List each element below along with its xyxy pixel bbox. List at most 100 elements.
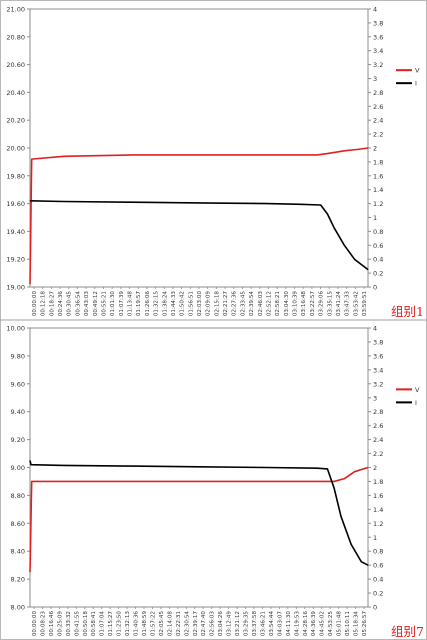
right-axis-tick-label: 2	[373, 145, 377, 153]
left-axis-tick-label: 20.20	[6, 117, 25, 125]
legend-label: V	[415, 67, 420, 75]
series-point-V	[357, 148, 359, 150]
x-axis-tick-label: 02:03:00	[197, 291, 203, 317]
x-axis-tick-label: 01:15:27	[108, 611, 114, 637]
x-axis-tick-label: 00:30:45	[67, 291, 73, 317]
right-axis-tick-label: 1.8	[373, 478, 383, 486]
x-axis-tick-label: 01:32:15	[154, 291, 160, 317]
left-axis-tick-label: 19.00	[6, 284, 25, 292]
right-axis-tick-label: 1	[373, 534, 377, 542]
x-axis-tick-label: 01:19:57	[136, 291, 142, 317]
series-point-V	[63, 155, 65, 157]
x-axis-tick-label: 01:23:50	[117, 611, 123, 637]
right-axis-tick-label: 2.6	[373, 103, 383, 111]
series-point-V	[316, 154, 318, 156]
left-axis-tick-label: 8.40	[11, 548, 25, 556]
x-axis-tick-label: 02:09:09	[206, 291, 212, 317]
series-point-V	[198, 154, 200, 156]
series-point-I	[63, 201, 65, 202]
left-axis-tick-label: 20.00	[6, 145, 25, 153]
x-axis-tick-label: 02:05:45	[159, 611, 165, 637]
left-axis-tick-label: 20.60	[6, 61, 25, 69]
series-point-I	[343, 244, 345, 246]
x-axis-tick-label: 02:52:12	[266, 291, 272, 316]
left-axis-tick-label: 19.40	[6, 228, 25, 236]
right-axis-tick-label: 0	[373, 284, 377, 292]
x-axis-tick-label: 01:07:04	[100, 611, 106, 637]
series-line-I	[29, 200, 369, 271]
left-axis-tick-label: 19.80	[6, 172, 25, 180]
x-axis-tick-label: 03:37:58	[252, 611, 258, 637]
right-axis-tick-label: 2.6	[373, 422, 383, 430]
series-point-V	[367, 147, 369, 149]
x-axis-tick-label: 03:59:51	[362, 291, 368, 317]
x-axis-tick-label: 01:56:51	[188, 291, 194, 317]
x-axis-tick-label: 01:38:24	[162, 291, 168, 317]
right-axis-tick-label: 0.6	[373, 562, 383, 570]
right-axis-tick-label: 0.4	[373, 256, 383, 264]
x-axis-tick-label: 01:01:30	[110, 291, 116, 317]
series-point-V	[131, 154, 132, 156]
legend-label: V	[415, 386, 420, 394]
plot-area	[29, 8, 369, 288]
series-point-V	[333, 481, 335, 482]
right-axis-tick-label: 1.4	[373, 186, 383, 194]
right-axis-tick-label: 3.2	[373, 61, 383, 69]
x-axis-tick-label: 00:12:18	[41, 291, 47, 317]
right-axis-tick-label: 3.6	[373, 352, 383, 360]
x-axis-tick-label: 05:01:48	[337, 611, 343, 637]
x-axis-tick-label: 03:04:30	[284, 291, 290, 317]
x-axis-tick-label: 01:40:36	[134, 611, 140, 637]
left-axis-tick-label: 19.60	[6, 200, 25, 208]
chart-1: 19.00 19.20 19.40 19.60 19.80 20.00 20.20 2 0.4 0…	[6, 6, 424, 320]
x-axis-tick-label: 05:18:34	[354, 611, 360, 637]
series-point-I	[333, 227, 335, 229]
right-axis-tick-label: 1.4	[373, 506, 383, 514]
x-axis-tick-label: 04:19:53	[294, 611, 300, 637]
x-axis-tick-label: 03:10:39	[293, 291, 299, 317]
x-axis-tick-label: 00:50:18	[83, 611, 89, 637]
series-point-I	[354, 258, 355, 260]
x-axis-tick-label: 00:36:54	[75, 291, 81, 317]
series-point-V	[354, 471, 355, 473]
left-axis-tick-label: 8.80	[11, 492, 25, 500]
x-axis-tick-label: 01:32:13	[125, 611, 131, 637]
series-point-V	[343, 478, 345, 480]
x-axis-tick-label: 00:41:55	[74, 611, 80, 637]
right-axis-tick-label: 0.8	[373, 548, 383, 556]
x-axis-tick-label: 04:11:30	[286, 611, 292, 637]
x-axis-tick-label: 03:41:24	[336, 291, 342, 317]
x-axis-tick-label: 00:25:09	[57, 611, 63, 637]
series-point-I	[266, 467, 267, 468]
x-axis-tick-label: 03:12:49	[227, 611, 233, 637]
series-point-I	[29, 460, 31, 461]
left-axis-tick-label: 19.20	[6, 256, 25, 264]
left-axis-tick-label: 9.60	[11, 380, 25, 388]
series-point-I	[340, 515, 342, 517]
x-axis-tick-label: 01:44:33	[171, 291, 177, 317]
series-point-V	[323, 481, 325, 482]
right-axis-tick-label: 1.2	[373, 520, 383, 528]
left-axis-tick-label: 8.20	[11, 576, 25, 584]
x-axis-tick-label: 00:16:46	[49, 611, 55, 637]
x-axis-tick-label: 02:30:54	[184, 611, 190, 637]
x-axis-tick-label: 03:35:15	[327, 291, 333, 317]
series-point-I	[266, 203, 267, 205]
x-axis-tick-label: 00:49:12	[93, 291, 99, 316]
right-axis-tick-label: 0.2	[373, 590, 383, 598]
x-axis-tick-label: 03:53:42	[353, 291, 359, 316]
series-point-I	[300, 203, 301, 205]
right-axis-tick-label: 3.4	[373, 47, 383, 55]
x-axis-tick-label: 02:56:03	[210, 611, 216, 637]
right-axis-tick-label: 0.6	[373, 242, 383, 250]
right-axis-tick-label: 1	[373, 214, 377, 222]
legend-label: I	[415, 399, 417, 407]
x-axis-tick-label: 02:14:08	[167, 611, 173, 637]
x-axis-tick-label: 04:28:16	[303, 611, 309, 637]
x-axis-tick-label: 02:22:31	[176, 611, 182, 637]
x-axis-tick-label: 05:10:11	[345, 611, 351, 637]
x-axis-tick-label: 02:47:40	[201, 611, 207, 637]
right-axis-tick-label: 3.4	[373, 366, 383, 374]
